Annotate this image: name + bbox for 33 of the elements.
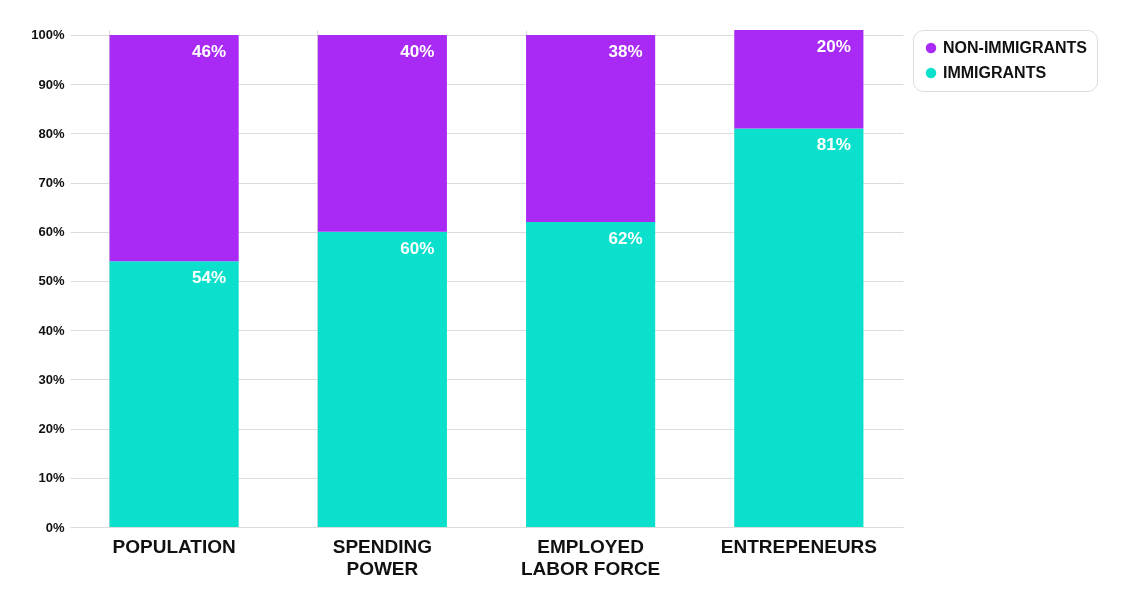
bar — [734, 128, 864, 527]
y-tick-label: 0% — [45, 519, 65, 535]
y-tick-label: 70% — [38, 175, 65, 191]
data-label: 40% — [400, 41, 435, 61]
bar — [526, 221, 656, 527]
x-tick-label: EMPLOYED LABOR FORCE — [520, 535, 661, 579]
data-label: 38% — [608, 41, 643, 61]
y-tick-label: 60% — [38, 224, 65, 240]
y-tick-label: 50% — [38, 273, 65, 289]
bar — [526, 34, 656, 222]
bar — [317, 231, 447, 527]
legend-label: IMMIGRANTS — [943, 64, 1047, 81]
x-tick-label: SPENDING POWER — [332, 535, 432, 579]
data-label: 54% — [192, 268, 227, 288]
x-tick-label: POPULATION — [112, 535, 236, 557]
y-tick-label: 100% — [31, 27, 65, 43]
data-label: 60% — [400, 238, 435, 258]
data-label: 20% — [816, 37, 851, 56]
bar — [317, 34, 447, 232]
legend-label: NON-IMMIGRANTS — [943, 39, 1088, 56]
data-label: 62% — [608, 228, 643, 248]
y-tick-label: 40% — [38, 322, 65, 338]
y-tick-label: 90% — [38, 76, 65, 92]
y-tick-label: 20% — [38, 421, 65, 437]
data-label: 81% — [816, 135, 851, 155]
data-label: 46% — [192, 41, 227, 61]
y-tick-label: 10% — [38, 470, 65, 486]
bar — [109, 34, 239, 262]
bar — [109, 261, 239, 527]
bar — [734, 30, 864, 129]
y-tick-label: 80% — [38, 125, 65, 141]
y-tick-label: 30% — [38, 371, 65, 387]
x-tick-label: ENTREPENEURS — [720, 535, 877, 557]
